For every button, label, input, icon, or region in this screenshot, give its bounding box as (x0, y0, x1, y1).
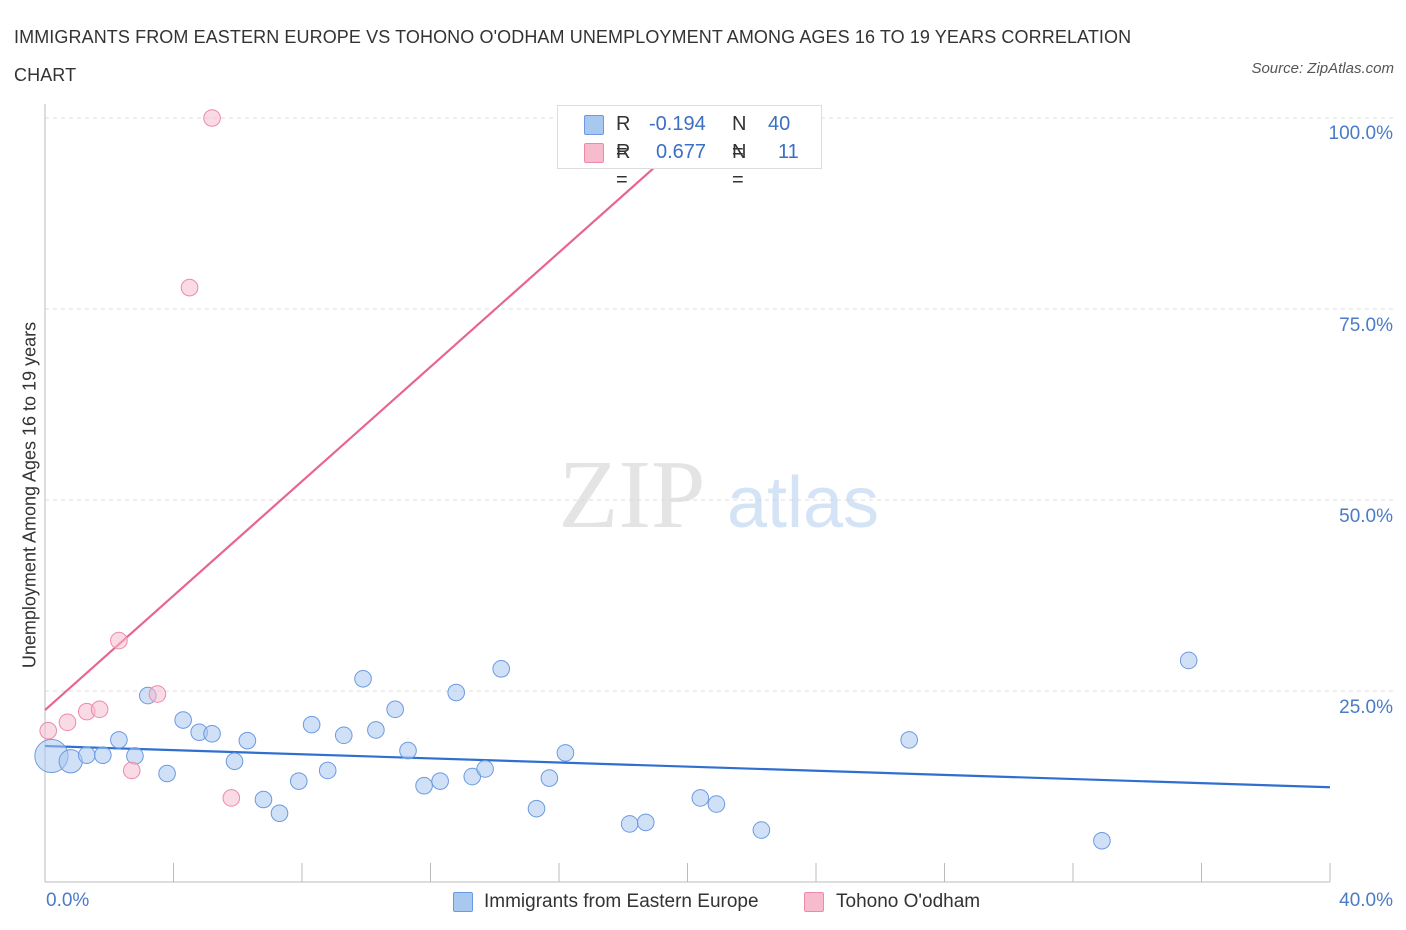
point-eastern-europe-25 (447, 683, 466, 702)
legend-swatch-blue (584, 115, 604, 135)
y-axis-label: Unemployment Among Ages 16 to 19 years (19, 321, 40, 669)
point-eastern-europe-4 (110, 731, 128, 749)
y-tick-50: 50.0% (1339, 506, 1393, 527)
point-eastern-europe-5 (126, 747, 144, 765)
x-tick-max: 40.0% (1339, 890, 1393, 911)
watermark-atlas: atlas (727, 463, 879, 543)
point-tohono-3 (90, 700, 109, 719)
source-credit: Source: ZipAtlas.com (1251, 60, 1394, 77)
point-eastern-europe-22 (399, 741, 417, 760)
series-swatch-pink (804, 892, 824, 912)
point-eastern-europe-37 (900, 731, 918, 749)
legend-n-value: 40 (768, 113, 791, 135)
point-eastern-europe-27 (476, 760, 494, 778)
point-eastern-europe-28 (492, 660, 510, 678)
point-eastern-europe-31 (556, 744, 575, 762)
legend-r-label: R = (616, 141, 631, 191)
series-name: Tohono O'odham (836, 891, 981, 912)
watermark-zip: ZIP (559, 441, 706, 549)
legend-n-label: N = (732, 113, 747, 163)
point-tohono-5 (122, 761, 141, 780)
watermark: ZIP atlas (559, 441, 880, 549)
legend-r-value: 0.677 (656, 141, 707, 163)
x-tick-min: 0.0% (46, 890, 90, 911)
point-eastern-europe-36 (752, 821, 771, 839)
point-eastern-europe-39 (1179, 651, 1198, 670)
point-eastern-europe-8 (174, 711, 192, 729)
point-tohono-1 (58, 713, 77, 732)
trend-lines (44, 117, 1331, 789)
point-eastern-europe-32 (620, 815, 639, 833)
point-eastern-europe-13 (254, 790, 273, 809)
y-tick-25: 25.0% (1339, 697, 1393, 718)
trend-line-tohono (44, 117, 711, 711)
point-eastern-europe-16 (302, 715, 321, 734)
point-eastern-europe-35 (707, 795, 726, 813)
point-eastern-europe-23 (415, 776, 433, 795)
series-swatch-blue (453, 892, 473, 912)
series-name: Immigrants from Eastern Europe (484, 891, 759, 912)
point-eastern-europe-19 (354, 669, 372, 688)
point-tohono-9 (222, 789, 241, 807)
point-eastern-europe-17 (318, 761, 337, 780)
point-eastern-europe-10 (203, 724, 221, 743)
point-tohono-8 (203, 109, 221, 127)
y-tick-75: 75.0% (1339, 315, 1393, 336)
point-eastern-europe-29 (527, 799, 546, 818)
point-tohono-0 (39, 721, 58, 740)
grid-lines (45, 117, 1395, 692)
point-eastern-europe-34 (691, 789, 710, 807)
data-points (34, 109, 1198, 850)
chart-title: IMMIGRANTS FROM EASTERN EUROPE VS TOHONO… (14, 27, 1132, 85)
point-tohono-4 (110, 631, 128, 650)
point-eastern-europe-24 (431, 772, 449, 790)
point-eastern-europe-14 (270, 804, 289, 823)
point-eastern-europe-21 (386, 700, 404, 719)
legend-r-label: R = (616, 113, 631, 163)
correlation-legend: R = -0.194 N = 40 R = 0.677 N = 11 (557, 105, 822, 191)
point-eastern-europe-38 (1093, 831, 1111, 850)
point-eastern-europe-7 (158, 764, 176, 783)
point-tohono-7 (180, 278, 199, 297)
y-tick-100: 100.0% (1328, 123, 1393, 144)
legend-n-label: N = (732, 141, 747, 191)
point-eastern-europe-18 (334, 726, 353, 745)
legend-swatch-pink (584, 143, 604, 163)
point-eastern-europe-15 (289, 772, 308, 790)
legend-r-value: -0.194 (649, 113, 706, 135)
point-tohono-6 (148, 685, 167, 703)
point-eastern-europe-2 (77, 746, 96, 764)
point-eastern-europe-20 (367, 721, 385, 739)
point-eastern-europe-12 (238, 731, 257, 750)
point-eastern-europe-30 (540, 769, 559, 787)
point-eastern-europe-33 (636, 813, 655, 832)
trend-line-eastern-europe (44, 744, 1331, 789)
point-eastern-europe-11 (225, 752, 244, 771)
point-eastern-europe-26 (463, 767, 482, 786)
point-eastern-europe-3 (94, 746, 112, 764)
legend-n-value: 11 (778, 141, 799, 163)
